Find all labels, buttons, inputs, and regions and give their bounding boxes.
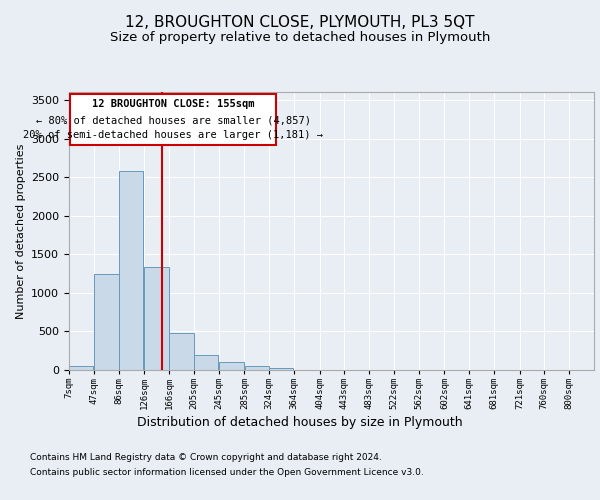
Bar: [220, 362, 244, 370]
Bar: [169, 333, 194, 370]
Text: Contains public sector information licensed under the Open Government Licence v3: Contains public sector information licen…: [30, 468, 424, 477]
Bar: [94, 274, 119, 370]
Text: ← 80% of detached houses are smaller (4,857): ← 80% of detached houses are smaller (4,…: [35, 116, 311, 126]
Text: 12, BROUGHTON CLOSE, PLYMOUTH, PL3 5QT: 12, BROUGHTON CLOSE, PLYMOUTH, PL3 5QT: [125, 15, 475, 30]
Bar: [69, 366, 94, 370]
Bar: [119, 171, 143, 370]
Bar: [245, 366, 269, 370]
Text: 20% of semi-detached houses are larger (1,181) →: 20% of semi-detached houses are larger (…: [23, 130, 323, 140]
FancyBboxPatch shape: [70, 94, 276, 145]
Y-axis label: Number of detached properties: Number of detached properties: [16, 144, 26, 319]
Text: Distribution of detached houses by size in Plymouth: Distribution of detached houses by size …: [137, 416, 463, 429]
Bar: [194, 356, 218, 370]
Text: 12 BROUGHTON CLOSE: 155sqm: 12 BROUGHTON CLOSE: 155sqm: [92, 99, 254, 109]
Bar: [269, 368, 293, 370]
Bar: [144, 268, 169, 370]
Text: Size of property relative to detached houses in Plymouth: Size of property relative to detached ho…: [110, 31, 490, 44]
Text: Contains HM Land Registry data © Crown copyright and database right 2024.: Contains HM Land Registry data © Crown c…: [30, 453, 382, 462]
